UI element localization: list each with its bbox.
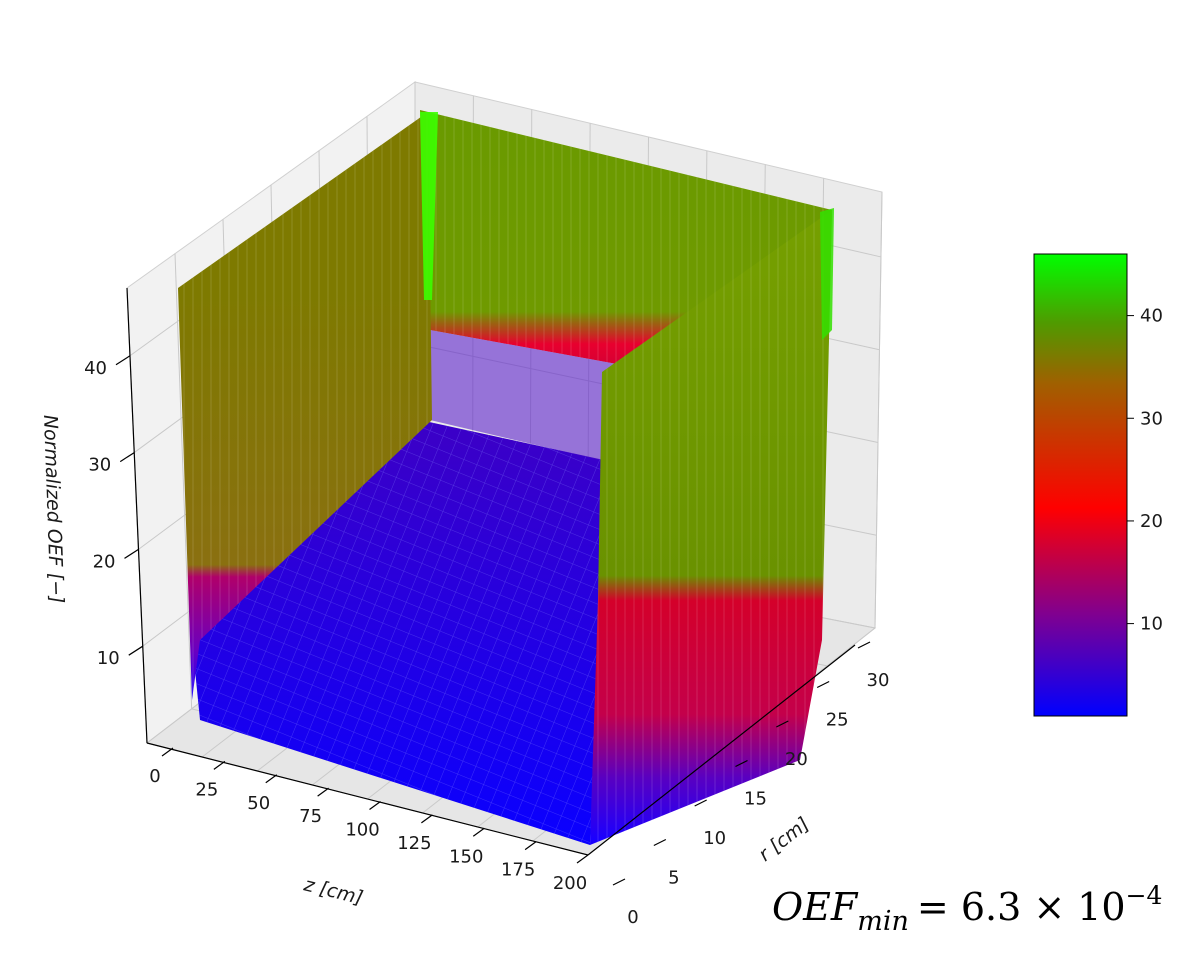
- r-tick-label: 0: [627, 907, 638, 928]
- colorbar-gradient: [1033, 253, 1128, 717]
- vertical-axis-line: [126, 287, 148, 744]
- oef-min-text: OEFmin = 6.3 × 10−4: [772, 881, 1162, 937]
- oef-tick-label: 10: [97, 648, 120, 669]
- z-tick-label: 125: [397, 833, 431, 854]
- z-tick-mark: [472, 827, 485, 837]
- oef-tick-label: 40: [84, 358, 107, 379]
- oef-tick-mark: [115, 355, 131, 366]
- z-axis-line: [146, 742, 589, 856]
- surface-back-transition: [430, 330, 650, 460]
- r-tick-mark: [816, 680, 830, 689]
- surface-left-wall-lines: [178, 112, 432, 700]
- r-tick-label: 25: [826, 710, 849, 731]
- r-tick-mark: [653, 838, 667, 847]
- z-tick-mark: [265, 774, 278, 784]
- surface-right-wall-lines: [590, 210, 832, 845]
- z-tick-mark: [421, 814, 433, 824]
- oef-surface: [178, 110, 834, 845]
- r-tick-label: 15: [744, 789, 767, 810]
- r-tick-label: 20: [785, 749, 808, 770]
- z-tick-label: 150: [449, 846, 483, 867]
- colorbar-tick-label: 40: [1140, 306, 1163, 327]
- r-tick-mark: [612, 878, 626, 886]
- z-tick-mark: [317, 787, 329, 797]
- z-tick-label: 25: [195, 779, 218, 800]
- z-tick-label: 100: [345, 820, 379, 841]
- r-tick-mark: [776, 720, 789, 728]
- grid-line-z-back: [874, 191, 883, 629]
- oef-tick-mark: [124, 548, 139, 559]
- grid-line-r-left: [174, 253, 193, 709]
- surface-edge-peak: [820, 208, 834, 340]
- oef-tick-mark: [119, 452, 135, 463]
- z-tick-mark: [161, 747, 174, 757]
- oef-min-annotation: OEFmin = 6.3 × 10−4: [772, 881, 1162, 937]
- r-tick-mark: [857, 641, 871, 649]
- r-tick-label: 30: [867, 670, 890, 691]
- oef-min-subscript: min: [857, 906, 909, 937]
- z-tick-label: 200: [553, 873, 587, 894]
- oef-axis-label: Normalized OEF [−]: [39, 414, 68, 603]
- r-tick-mark: [694, 799, 707, 807]
- z-tick-label: 0: [149, 766, 160, 787]
- oef-min-exponent: −4: [1126, 881, 1163, 910]
- r-tick-label: 5: [668, 868, 679, 889]
- axis-spines: [126, 287, 856, 856]
- r-tick-mark: [735, 759, 748, 768]
- r-axis-line: [587, 644, 856, 856]
- colorbar-ticks: 10 20 30 40: [1127, 306, 1163, 635]
- z-tick-label: 175: [501, 860, 535, 881]
- surface-floor-mesh: [192, 420, 650, 845]
- oef-tick-label: 30: [88, 455, 111, 476]
- r-axis-label: r [cm]: [755, 813, 814, 866]
- z-axis-ticks: 0 25 50 75 100 125 150 175 200: [149, 747, 589, 894]
- z-tick-label: 75: [299, 806, 322, 827]
- colorbar: 10 20 30 40: [1033, 253, 1163, 717]
- oef-min-value: = 6.3 × 10: [917, 885, 1126, 929]
- z-axis-label: z [cm]: [301, 873, 365, 909]
- colorbar-tick-label: 20: [1140, 511, 1163, 532]
- surface-corner-peak: [420, 112, 438, 300]
- colorbar-tick-label: 30: [1140, 408, 1163, 429]
- z-tick-mark: [524, 841, 537, 851]
- colorbar-tick-label: 10: [1140, 614, 1163, 635]
- z-tick-mark: [576, 854, 589, 864]
- oef-axis-ticks: 10 20 30 40: [84, 355, 144, 669]
- z-tick-mark: [213, 760, 226, 770]
- z-tick-label: 50: [247, 793, 270, 814]
- r-tick-label: 10: [703, 828, 726, 849]
- oef-tick-mark: [128, 645, 144, 656]
- oef-tick-label: 20: [93, 551, 116, 572]
- surface-back-wall-lines: [420, 110, 832, 600]
- z-tick-mark: [369, 801, 381, 810]
- r-axis-ticks: 0 5 10 15 20 25 30: [612, 641, 890, 928]
- oef-min-lhs: OEF: [772, 885, 859, 929]
